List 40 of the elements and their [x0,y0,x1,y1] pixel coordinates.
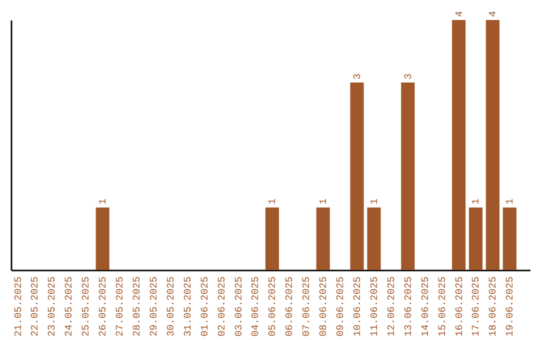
x-tick-label: 31.05.2025 [183,276,194,337]
x-tick-label: 25.05.2025 [82,276,93,337]
x-tick-label: 11.06.2025 [370,276,381,337]
x-tick-label: 18.06.2025 [488,276,500,337]
x-tick-label: 23.05.2025 [48,276,59,337]
data-label: 1 [268,198,280,204]
data-label: 1 [319,198,330,204]
x-tick-label: 26.05.2025 [98,276,110,337]
x-tick-label: 10.06.2025 [353,276,364,337]
x-tick-label: 27.05.2025 [116,276,127,337]
data-label: 1 [506,198,517,204]
data-label: 1 [472,198,483,204]
x-tick-label: 19.06.2025 [506,276,517,337]
x-tick-label: 14.06.2025 [420,276,432,337]
x-tick-label: 28.05.2025 [132,276,144,337]
x-tick-label: 02.06.2025 [217,276,228,337]
x-tick-label: 05.06.2025 [268,276,280,337]
x-tick-label: 22.05.2025 [30,276,42,337]
x-tick-label: 04.06.2025 [251,276,262,337]
data-label: 3 [404,73,415,80]
x-tick-label: 06.06.2025 [285,276,296,337]
x-tick-label: 17.06.2025 [472,276,483,337]
x-tick-label: 29.05.2025 [149,276,160,337]
x-tick-label: 21.05.2025 [14,276,25,337]
x-tick-label: 13.06.2025 [404,276,415,337]
x-tick-label: 30.05.2025 [166,276,178,337]
x-tick-label: 09.06.2025 [336,276,348,337]
x-tick-label: 16.06.2025 [454,276,466,337]
x-tick-label: 24.05.2025 [64,276,76,337]
data-label: 4 [454,10,466,17]
data-label: 4 [488,10,500,17]
data-label: 1 [98,198,110,204]
x-tick-label: 07.06.2025 [302,276,314,337]
x-tick-label: 12.06.2025 [386,276,398,337]
data-label: 3 [353,73,364,80]
x-tick-label: 08.06.2025 [319,276,330,337]
x-tick-label: 01.06.2025 [200,276,212,337]
data-label: 1 [370,198,381,204]
x-tick-label: 15.06.2025 [438,276,449,337]
x-tick-label: 03.06.2025 [234,276,246,337]
